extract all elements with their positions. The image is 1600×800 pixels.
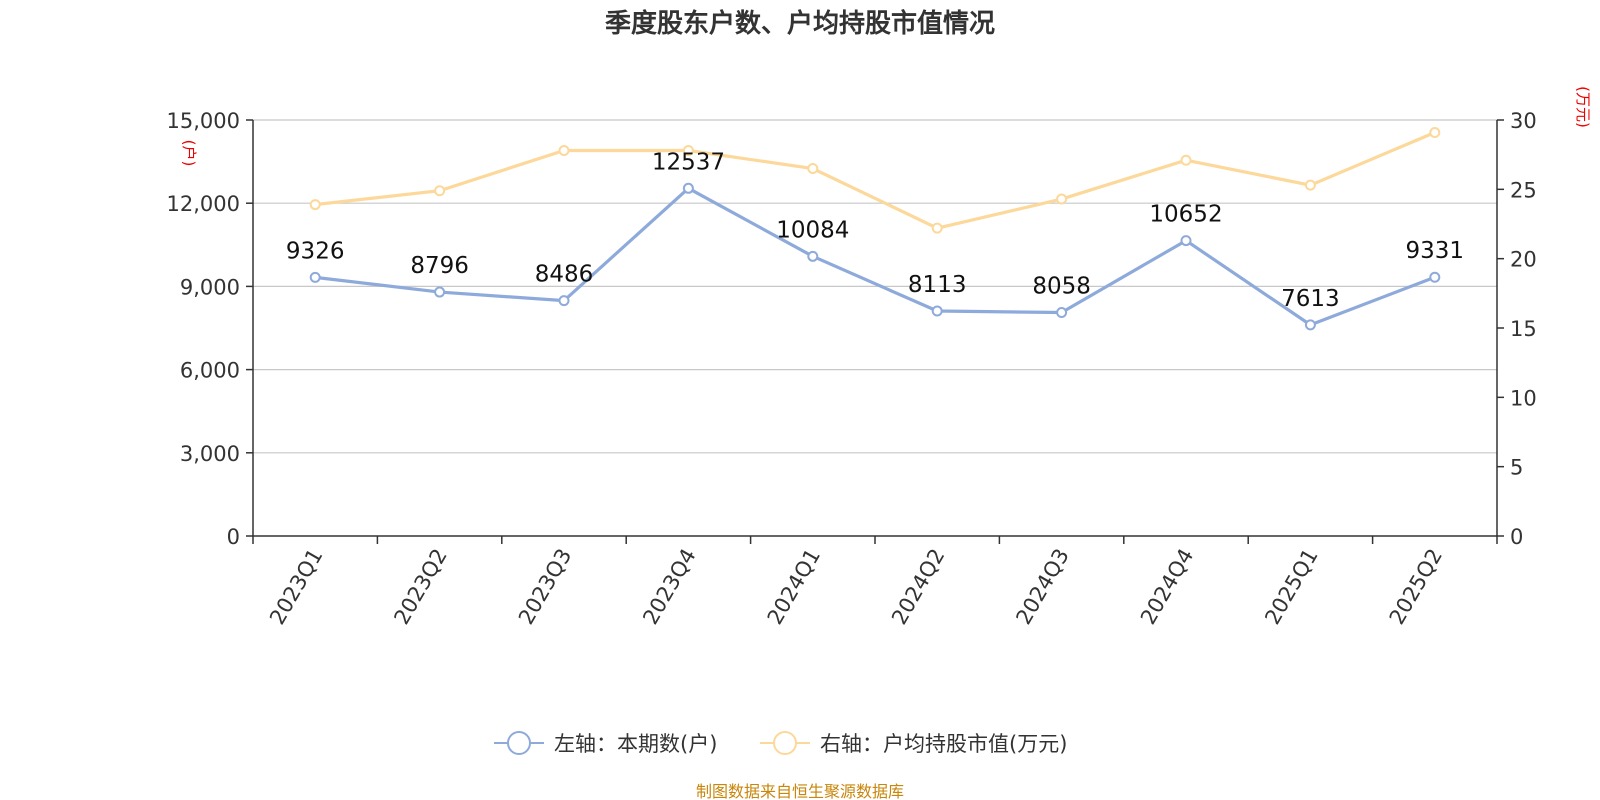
point-avg-value: [1304, 179, 1316, 191]
right-tick-label: 20: [1510, 248, 1537, 272]
series-line-shareholders: [315, 186, 1436, 327]
point-avg-value: [931, 222, 943, 234]
legend-item-right[interactable]: 右轴：户均持股市值(万元): [760, 731, 1067, 756]
data-label: 9331: [1406, 238, 1465, 264]
legend-label-left: 左轴：本期数(户): [554, 732, 717, 756]
left-tick-label: 15,000: [167, 109, 240, 133]
legend-marker-left: [507, 731, 531, 755]
data-label: 10084: [776, 217, 849, 243]
point-avg-value: [309, 199, 321, 211]
x-tick-label: 2023Q2: [389, 545, 451, 629]
point-shareholders: [434, 286, 446, 298]
x-tick-label: 2023Q3: [514, 545, 576, 629]
x-tick-label: 2024Q3: [1011, 545, 1073, 629]
legend-label-right: 右轴：户均持股市值(万元): [820, 732, 1067, 756]
point-avg-value: [1056, 193, 1068, 205]
right-tick-label: 25: [1510, 178, 1537, 202]
point-avg-value: [1180, 154, 1192, 166]
grid: [253, 119, 1497, 454]
point-avg-value: [682, 145, 694, 157]
point-avg-value: [1429, 126, 1441, 138]
data-label: 8058: [1032, 274, 1091, 300]
data-label: 7613: [1281, 286, 1340, 312]
x-tick-label: 2023Q4: [638, 545, 700, 629]
left-tick-label: 3,000: [180, 442, 240, 466]
x-tick-label: 2023Q1: [265, 545, 327, 629]
left-tick-label: 0: [227, 525, 240, 549]
left-axis-unit: (户): [180, 140, 198, 167]
x-tick-label: 2024Q2: [887, 544, 949, 628]
data-label: 8796: [410, 253, 469, 279]
chart-title: 季度股东户数、户均持股市值情况: [605, 8, 995, 39]
point-shareholders: [931, 305, 943, 317]
series-layer: 9326 8796 8486 12537 10084 8113 8058 10652 7613 9…: [286, 126, 1465, 331]
data-label: 12537: [652, 149, 725, 175]
legend-marker-right: [773, 731, 797, 755]
right-tick-label: 0: [1510, 525, 1523, 549]
x-tick-label: 2024Q1: [763, 545, 825, 629]
point-shareholders: [309, 271, 321, 283]
point-avg-value: [434, 185, 446, 197]
left-tick-label: 12,000: [167, 192, 240, 216]
point-shareholders: [1056, 307, 1068, 319]
point-shareholders: [682, 182, 694, 194]
point-shareholders: [1304, 319, 1316, 331]
x-tick-label: 2024Q4: [1136, 545, 1198, 629]
point-shareholders: [807, 250, 819, 262]
data-label: 9326: [286, 238, 345, 264]
data-label: 8486: [535, 262, 594, 288]
x-tick-label: 2025Q2: [1385, 545, 1447, 629]
x-tick-label: 2025Q1: [1260, 545, 1322, 629]
right-axis-unit: (万元): [1574, 86, 1592, 128]
source-note: 制图数据来自恒生聚源数据库: [696, 782, 904, 800]
series-line-avg-value: [315, 131, 1436, 230]
data-label: 10652: [1149, 202, 1222, 228]
right-tick-label: 15: [1510, 317, 1537, 341]
left-tick-label: 9,000: [180, 275, 240, 299]
point-shareholders: [558, 295, 570, 307]
right-tick-label: 30: [1510, 109, 1537, 133]
legend: 左轴：本期数(户) 右轴：户均持股市值(万元): [494, 731, 1067, 756]
left-tick-label: 6,000: [180, 359, 240, 383]
data-label: 8113: [908, 272, 967, 298]
point-avg-value: [807, 163, 819, 175]
legend-item-left[interactable]: 左轴：本期数(户): [494, 731, 717, 756]
right-tick-label: 10: [1510, 386, 1537, 410]
point-shareholders: [1429, 271, 1441, 283]
right-tick-label: 5: [1510, 456, 1523, 480]
point-avg-value: [558, 145, 570, 157]
point-shareholders: [1180, 235, 1192, 247]
